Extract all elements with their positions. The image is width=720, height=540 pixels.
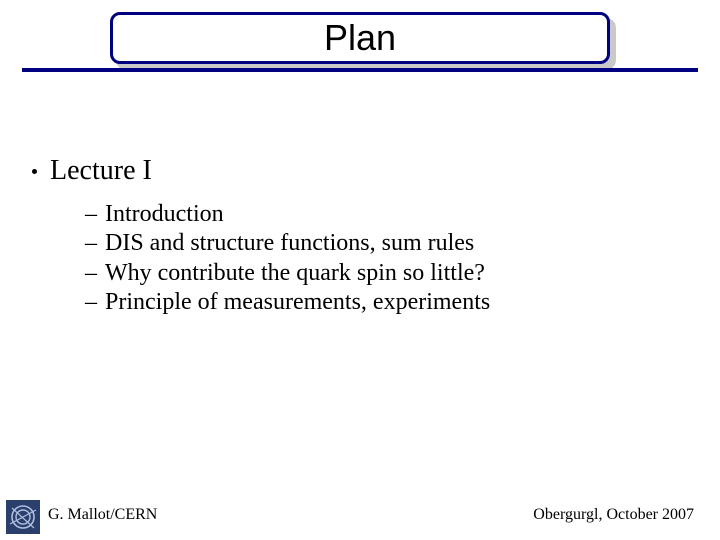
list-item-text: Principle of measurements, experiments bbox=[105, 289, 490, 315]
sub-bullet-list: – Introduction – DIS and structure funct… bbox=[105, 200, 490, 317]
bullet-dot-icon bbox=[32, 169, 37, 174]
dash-icon: – bbox=[85, 288, 97, 317]
list-item-text: DIS and structure functions, sum rules bbox=[105, 230, 474, 256]
footer-author: G. Mallot/CERN bbox=[48, 506, 157, 524]
list-item-text: Introduction bbox=[105, 201, 224, 227]
main-bullet-label: Lecture I bbox=[50, 155, 152, 186]
cern-logo-icon bbox=[6, 500, 40, 534]
dash-icon: – bbox=[85, 259, 97, 288]
slide-title: Plan bbox=[324, 17, 396, 59]
footer-venue-date: Obergurgl, October 2007 bbox=[533, 506, 694, 524]
slide-title-container: Plan bbox=[110, 12, 610, 64]
list-item: – Principle of measurements, experiments bbox=[105, 288, 490, 317]
dash-icon: – bbox=[85, 200, 97, 229]
dash-icon: – bbox=[85, 229, 97, 258]
list-item: – Introduction bbox=[105, 200, 490, 229]
list-item: – Why contribute the quark spin so littl… bbox=[105, 259, 490, 288]
list-item: – DIS and structure functions, sum rules bbox=[105, 229, 490, 258]
main-bullet: Lecture I bbox=[50, 155, 152, 187]
title-underline bbox=[22, 68, 698, 72]
list-item-text: Why contribute the quark spin so little? bbox=[105, 260, 485, 286]
title-box: Plan bbox=[110, 12, 610, 64]
